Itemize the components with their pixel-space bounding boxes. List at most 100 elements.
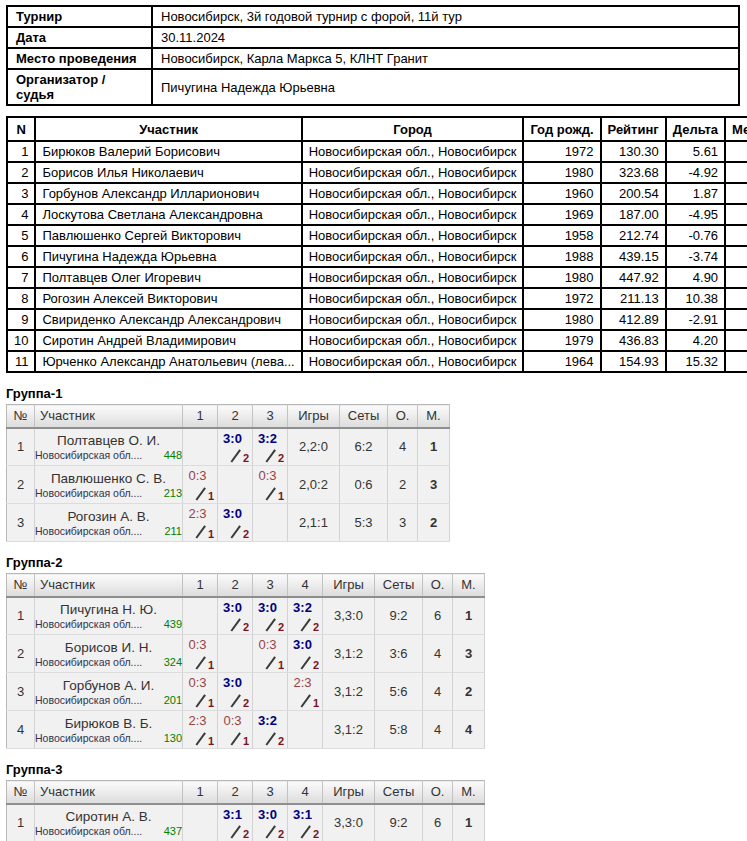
- group-row-number: 2: [7, 466, 35, 504]
- participant-row: 10Сиротин Андрей ВладимировичНовосибирск…: [7, 330, 747, 351]
- group-header-opponent-2: 2: [218, 574, 253, 597]
- match-score: 3:0: [254, 807, 281, 822]
- handicap-value: 1: [243, 735, 249, 747]
- participant-name: Борисов Илья Николаевич: [35, 162, 301, 183]
- group-header-opponent-3: 3: [253, 405, 288, 428]
- match-score: 2:3: [289, 675, 316, 690]
- match-score: 2:3: [184, 506, 211, 521]
- self-match-cell: [218, 635, 253, 673]
- participant-name: Горбунов Александр Илларионович: [35, 183, 301, 204]
- group-participant-cell: Пичугина Н. Ю.Новосибирская обл....439: [35, 597, 183, 635]
- rating-value: 436.83: [601, 330, 666, 351]
- match-score-cell: 3:02: [218, 504, 253, 542]
- match-score-cell: 3:02: [288, 635, 323, 673]
- participant-number: 5: [7, 225, 35, 246]
- handicap-slash-icon: [265, 487, 275, 500]
- match-score: 3:0: [289, 637, 316, 652]
- tournament-info-table: Турнир Новосибирск, 3й годовой турнир с …: [6, 5, 740, 106]
- group-participant-name: Сиротин А. В.: [35, 808, 182, 825]
- sets-summary: 5:8: [375, 711, 423, 749]
- birth-year: 1958: [523, 225, 600, 246]
- header-delta: Дельта: [666, 117, 725, 141]
- self-match-cell: [183, 428, 218, 466]
- group-participant-cell: Рогозин А. В.Новосибирская обл....211: [35, 504, 183, 542]
- groups-container: Группа-1 №Участник123ИгрыСетыО.М.1Полтавц…: [6, 386, 742, 841]
- participant-number: 6: [7, 246, 35, 267]
- group-participant-subline: Новосибирская обл....130: [35, 732, 182, 745]
- group-participant-cell: Бирюков В. Б.Новосибирская обл....130: [35, 711, 183, 749]
- group-header-games: Игры: [288, 405, 340, 428]
- handicap-slash-icon: [195, 694, 205, 707]
- participant-number: 1: [7, 141, 35, 162]
- match-score: 0:3: [219, 713, 246, 728]
- points-total: 4: [388, 428, 418, 466]
- birth-year: 1979: [523, 330, 600, 351]
- match-score-cell: 3:0 2: [253, 804, 288, 841]
- handicap-value: 2: [243, 697, 249, 709]
- self-match-cell: [253, 504, 288, 542]
- handicap-slash-icon: [300, 694, 310, 707]
- group-row: 1Полтавцев О. И.Новосибирская обл....448…: [7, 428, 450, 466]
- group-participant-rating: 439: [160, 618, 182, 631]
- group-participant-rating: 130: [160, 732, 182, 745]
- group-row: 2Борисов И. Н.Новосибирская обл....3240:…: [7, 635, 485, 673]
- rating-delta: 4.20: [666, 330, 725, 351]
- group-participant-name: Рогозин А. В.: [35, 508, 182, 525]
- info-value-organizer: Пичугина Надежда Юрьевна: [152, 69, 739, 105]
- points-total: 4: [423, 673, 453, 711]
- participants-table: N Участник Город Год рожд. Рейтинг Дельт…: [6, 116, 747, 373]
- group-row: 1Пичугина Н. Ю.Новосибирская обл....4393…: [7, 597, 485, 635]
- group-title: Группа-1: [6, 386, 742, 401]
- rating-value: 412.89: [601, 309, 666, 330]
- handicap-slash-icon: [300, 618, 310, 631]
- sets-summary: 6:2: [340, 428, 388, 466]
- group-place: 1: [453, 597, 485, 635]
- match-score: 0:3: [254, 468, 281, 483]
- handicap-value: 2: [243, 828, 249, 840]
- handicap-value: 2: [313, 621, 319, 633]
- info-label-date: Дата: [7, 27, 152, 48]
- rating-delta: -4.92: [666, 162, 725, 183]
- final-place: 7: [725, 351, 747, 372]
- rating-value: 439.15: [601, 246, 666, 267]
- handicap-value: 1: [208, 490, 214, 502]
- match-score: 2:3: [184, 713, 211, 728]
- group-place: 1: [453, 804, 485, 841]
- participant-name: Рогозин Алексей Викторович: [35, 288, 301, 309]
- match-score: 3:0: [254, 600, 281, 615]
- participant-row: 8Рогозин Алексей ВикторовичНовосибирская…: [7, 288, 747, 309]
- handicap-slash-icon: [230, 732, 240, 745]
- participant-city: Новосибирская обл., Новосибирск: [302, 267, 524, 288]
- match-score-cell: 3:0 2: [253, 597, 288, 635]
- handicap-value: 2: [278, 828, 284, 840]
- info-row-date: Дата 30.11.2024: [7, 27, 739, 48]
- handicap-value: 1: [278, 659, 284, 671]
- group-results-table: №Участник1234ИгрыСетыО.М.1Пичугина Н. Ю.…: [6, 573, 485, 749]
- rating-value: 154.93: [601, 351, 666, 372]
- handicap-value: 1: [208, 735, 214, 747]
- handicap-slash-icon: [230, 825, 240, 838]
- group-header-row: №Участник123ИгрыСетыО.М.: [7, 405, 450, 428]
- handicap-slash-icon: [265, 618, 275, 631]
- handicap-value: 2: [313, 828, 319, 840]
- match-score: 3:2: [289, 600, 316, 615]
- final-place: 6: [725, 183, 747, 204]
- match-score-cell: 0:3 1: [218, 711, 253, 749]
- group-place: 3: [418, 466, 450, 504]
- match-score-cell: 3:02: [218, 428, 253, 466]
- points-total: 6: [423, 597, 453, 635]
- sets-summary: 9:2: [375, 597, 423, 635]
- group-results-table: №Участник1234ИгрыСетыО.М.1Сиротин А. В.Н…: [6, 780, 485, 841]
- participant-row: 11Юрченко Александр Анатольевич (лева...…: [7, 351, 747, 372]
- games-summary: 3,3:0: [323, 597, 375, 635]
- group-participant-cell: Сиротин А. В.Новосибирская обл....437: [35, 804, 183, 841]
- participant-row: 4Лоскутова Светлана АлександровнаНовосиб…: [7, 204, 747, 225]
- group-section: Группа-3№Участник1234ИгрыСетыО.М.1Сироти…: [6, 762, 742, 841]
- handicap-value: 2: [278, 621, 284, 633]
- final-place: 10: [725, 141, 747, 162]
- group-participant-region: Новосибирская обл....: [35, 618, 142, 631]
- participant-name: Бирюков Валерий Борисович: [35, 141, 301, 162]
- participant-number: 11: [7, 351, 35, 372]
- participant-name: Пичугина Надежда Юрьевна: [35, 246, 301, 267]
- participants-header-row: N Участник Город Год рожд. Рейтинг Дельт…: [7, 117, 747, 141]
